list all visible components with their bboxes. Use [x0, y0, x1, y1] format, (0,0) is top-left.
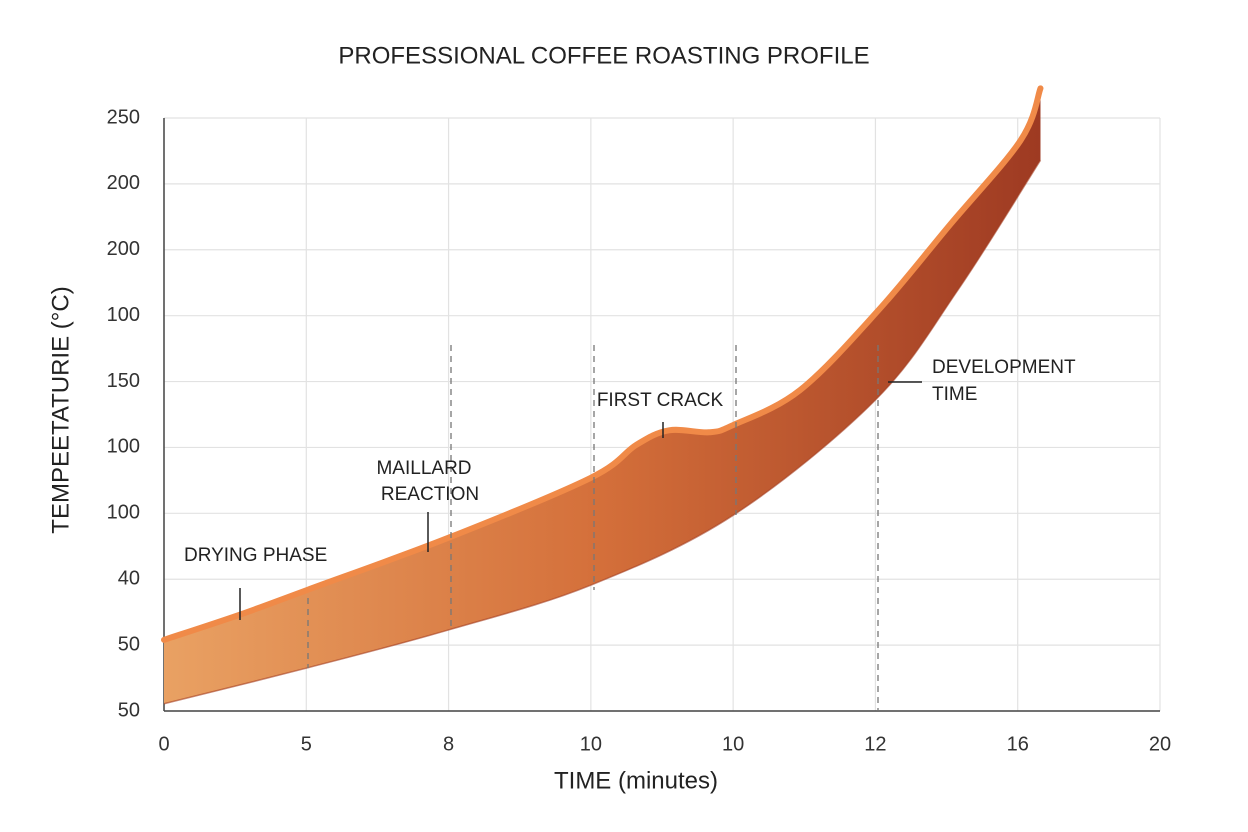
x-tick-label: 12 [864, 733, 886, 755]
y-tick-label: 100 [107, 436, 140, 458]
y-tick-label: 50 [118, 633, 140, 655]
y-tick-label: 200 [107, 172, 140, 194]
annotation: TIME [932, 384, 977, 405]
y-axis-label: TEMPEETATURIE (°C) [47, 286, 74, 533]
x-tick-label: 10 [722, 733, 744, 755]
y-tick-label: 250 [107, 106, 140, 128]
y-tick-label: 50 [118, 699, 140, 721]
band-lower-edge [163, 159, 1042, 705]
band-fill [164, 88, 1041, 704]
x-tick-label: 5 [301, 733, 312, 755]
x-tick-label: 10 [580, 733, 602, 755]
x-tick-label: 0 [158, 733, 169, 755]
chart-title: PROFESSIONAL COFFEE ROASTING PROFILE [338, 42, 869, 69]
annotation: DRYING PHASE [184, 545, 327, 566]
x-tick-label: 20 [1149, 733, 1171, 755]
annotation: DEVELOPMENT [932, 357, 1076, 378]
y-tick-label: 100 [107, 502, 140, 524]
annotation: REACTION [381, 484, 479, 505]
x-tick-label: 16 [1007, 733, 1029, 755]
x-axis-label: TIME (minutes) [554, 767, 718, 794]
annotation: MAILLARD [376, 458, 471, 479]
band-upper-edge [161, 85, 1044, 643]
y-tick-label: 200 [107, 238, 140, 260]
y-tick-label: 40 [118, 568, 140, 590]
y-tick-label: 100 [107, 304, 140, 326]
y-tick-label: 150 [107, 370, 140, 392]
x-tick-label: 8 [443, 733, 454, 755]
annotation: FIRST CRACK [597, 390, 724, 411]
